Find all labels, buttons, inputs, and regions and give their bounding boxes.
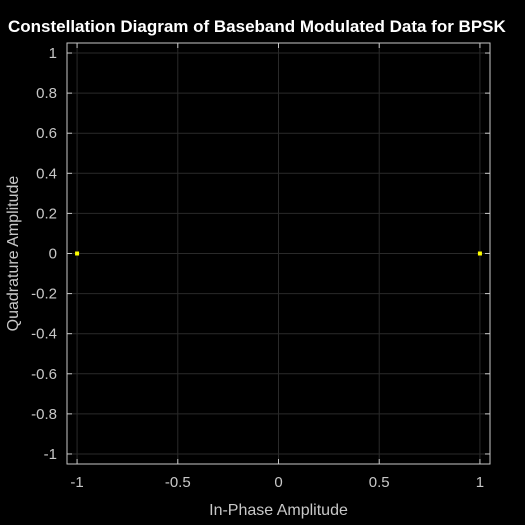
chart-title: Constellation Diagram of Baseband Modula… (8, 17, 507, 36)
tick-layer: -1 -0.5 0 0.5 1 1 0.8 0.6 0.4 0.2 0 -0.2 -0.4 -0.6 -0.… (31, 43, 490, 491)
y-tick-label: 0 (49, 246, 57, 263)
point-layer (75, 251, 482, 256)
grid-layer (67, 43, 490, 464)
x-tick-label: 0.5 (369, 474, 390, 491)
y-tick-label: -0.4 (31, 326, 57, 343)
x-tick-label: -1 (70, 474, 83, 491)
y-tick-label: 1 (49, 45, 57, 62)
y-tick-label: -0.2 (31, 286, 57, 303)
x-axis-label: In-Phase Amplitude (209, 502, 348, 519)
x-tick-label: 0 (274, 474, 282, 491)
y-tick-label: 0.4 (36, 165, 57, 182)
x-tick-label: 1 (476, 474, 484, 491)
y-tick-label: 0.6 (36, 125, 57, 142)
y-tick-label: -1 (44, 446, 57, 463)
y-tick-label: -0.6 (31, 366, 57, 383)
y-tick-label: 0.8 (36, 85, 57, 102)
constellation-point (75, 251, 80, 256)
y-axis-label: Quadrature Amplitude (5, 176, 22, 332)
y-tick-label: 0.2 (36, 205, 57, 222)
constellation-point (477, 251, 482, 256)
x-tick-label: -0.5 (165, 474, 191, 491)
y-tick-label: -0.8 (31, 406, 57, 423)
